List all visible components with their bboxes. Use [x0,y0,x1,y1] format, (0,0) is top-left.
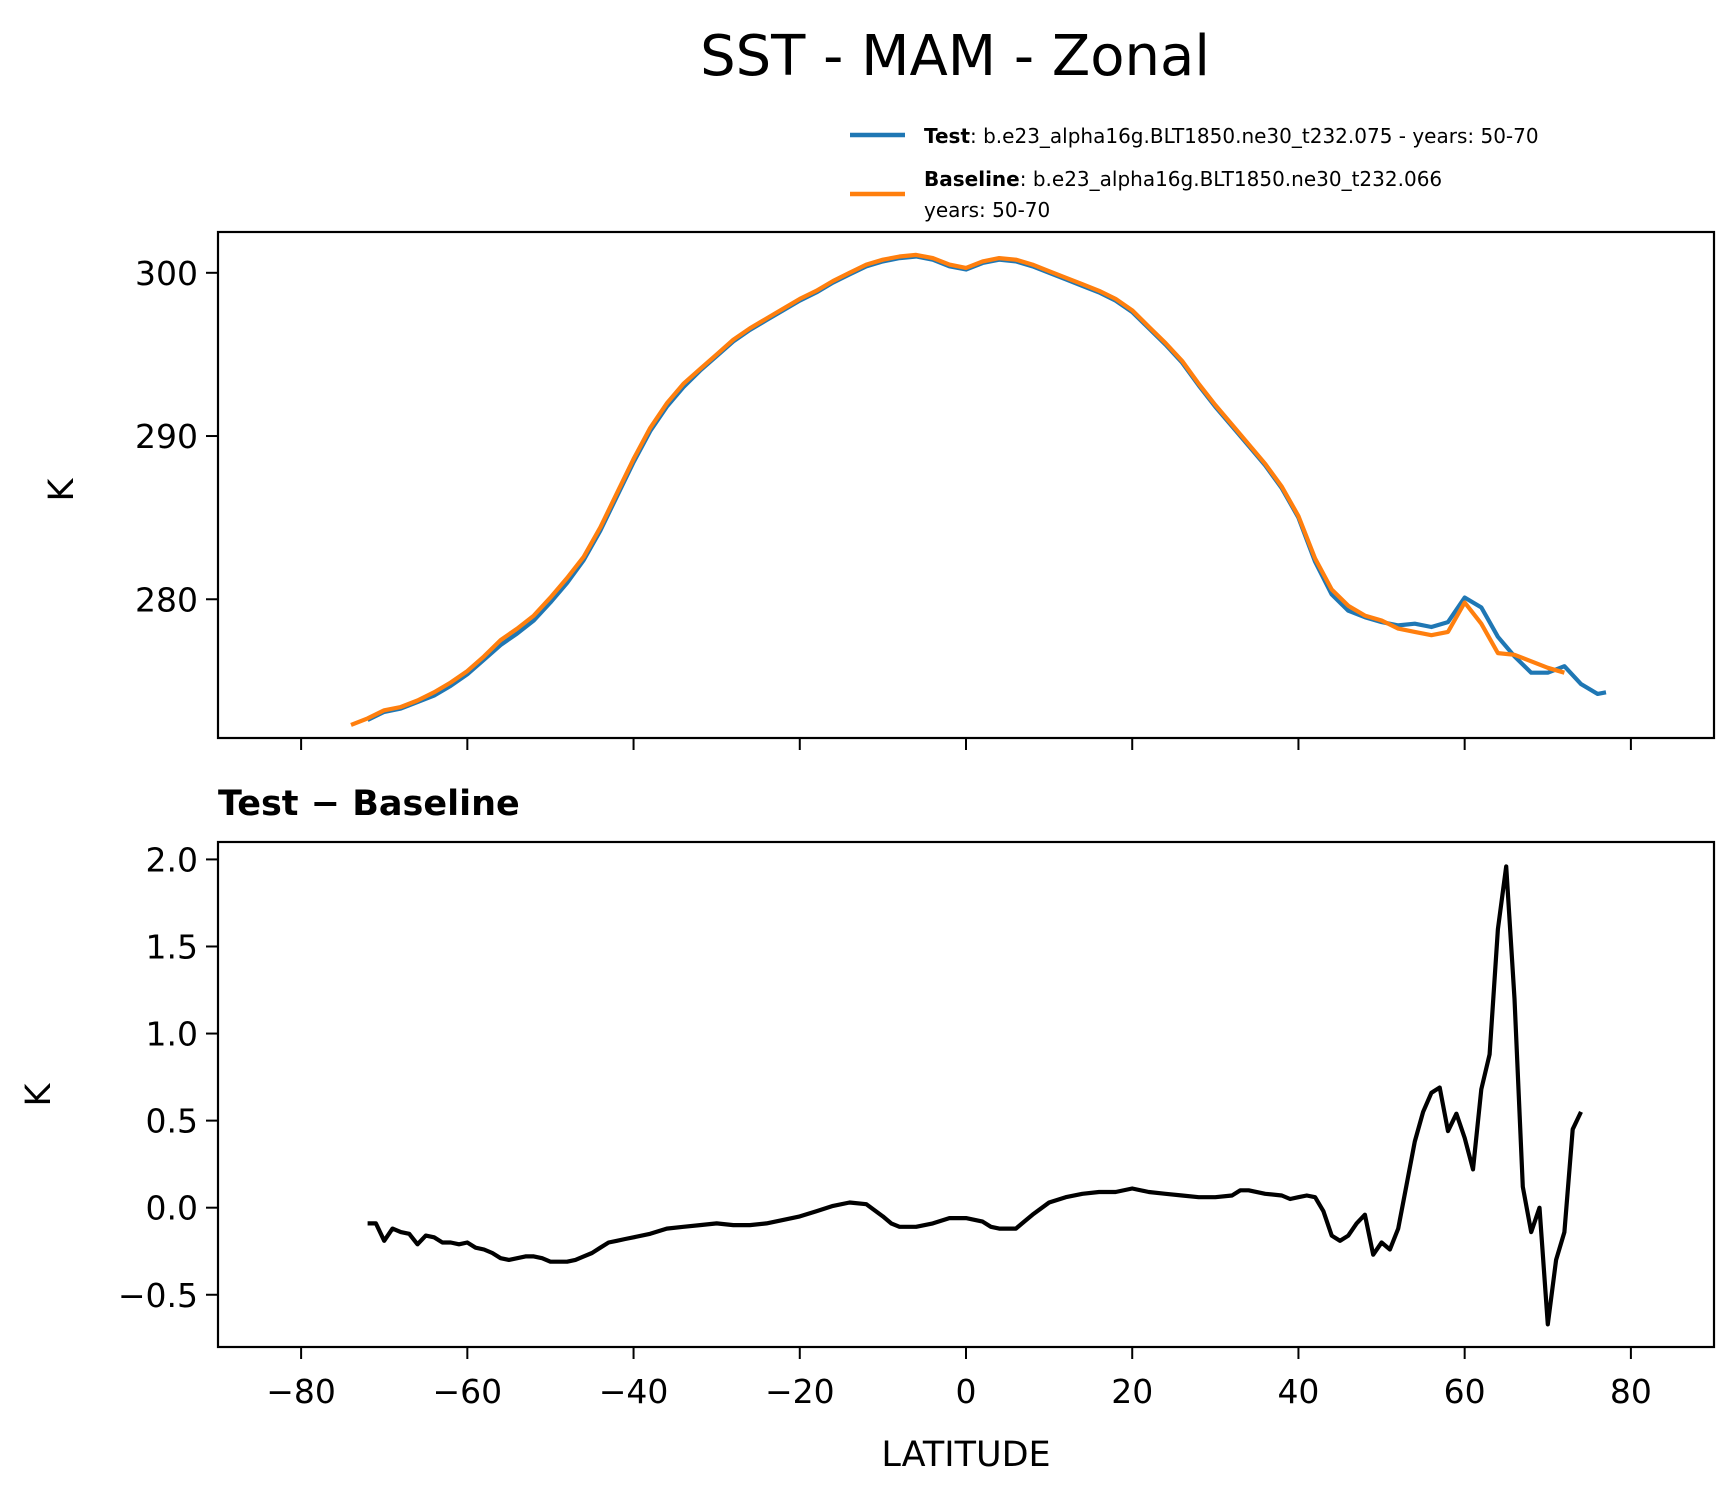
y-tick-label: 1.5 [146,927,198,966]
x-tick-label: 20 [1111,1372,1153,1411]
x-tick-label: 60 [1444,1372,1486,1411]
y-tick-label: 300 [135,254,198,293]
x-tick-label: −60 [433,1372,503,1411]
figure-title: SST - MAM - Zonal [700,24,1210,89]
y-axis-label: K [42,477,82,501]
x-tick-label: 40 [1277,1372,1319,1411]
top-panel: Test: b.e23_alpha16g.BLT1850.ne30_t232.0… [42,124,1716,750]
y-tick-label: 0.0 [146,1189,198,1228]
x-tick-label: −40 [599,1372,669,1411]
x-tick-label: −80 [266,1372,336,1411]
x-tick-label: −20 [765,1372,835,1411]
series-line-test [366,254,1607,722]
bottom-panel: Test − Baseline LATITUDE −80 −60 −40 −20 0 20… [19,784,1716,1475]
x-axis-label: LATITUDE [881,1435,1050,1475]
legend-baseline-label: Baseline: b.e23_alpha16g.BLT1850.ne30_t2… [924,167,1442,191]
y-tick-label: 280 [135,580,198,619]
x-tick-label: 80 [1610,1372,1652,1411]
series-line-baseline [350,252,1565,727]
y-axis-label: K [19,1082,59,1106]
top-legend: Test: b.e23_alpha16g.BLT1850.ne30_t232.0… [850,124,1539,222]
y-tick-label: 290 [135,417,198,456]
y-tick-label: 2.0 [146,840,198,879]
series-line-diff [367,864,1583,1327]
bottom-panel-title: Test − Baseline [218,784,520,824]
y-tick-label: 1.0 [146,1015,198,1054]
legend-test-label: Test: b.e23_alpha16g.BLT1850.ne30_t232.0… [924,124,1539,148]
y-tick-label: 0.5 [146,1102,198,1141]
legend-baseline-label-line2: years: 50-70 [924,198,1050,222]
top-plot-frame [216,230,1716,740]
x-tick-label: 0 [956,1372,977,1411]
y-tick-label: −0.5 [118,1276,198,1315]
bottom-plot-frame [216,840,1716,1349]
